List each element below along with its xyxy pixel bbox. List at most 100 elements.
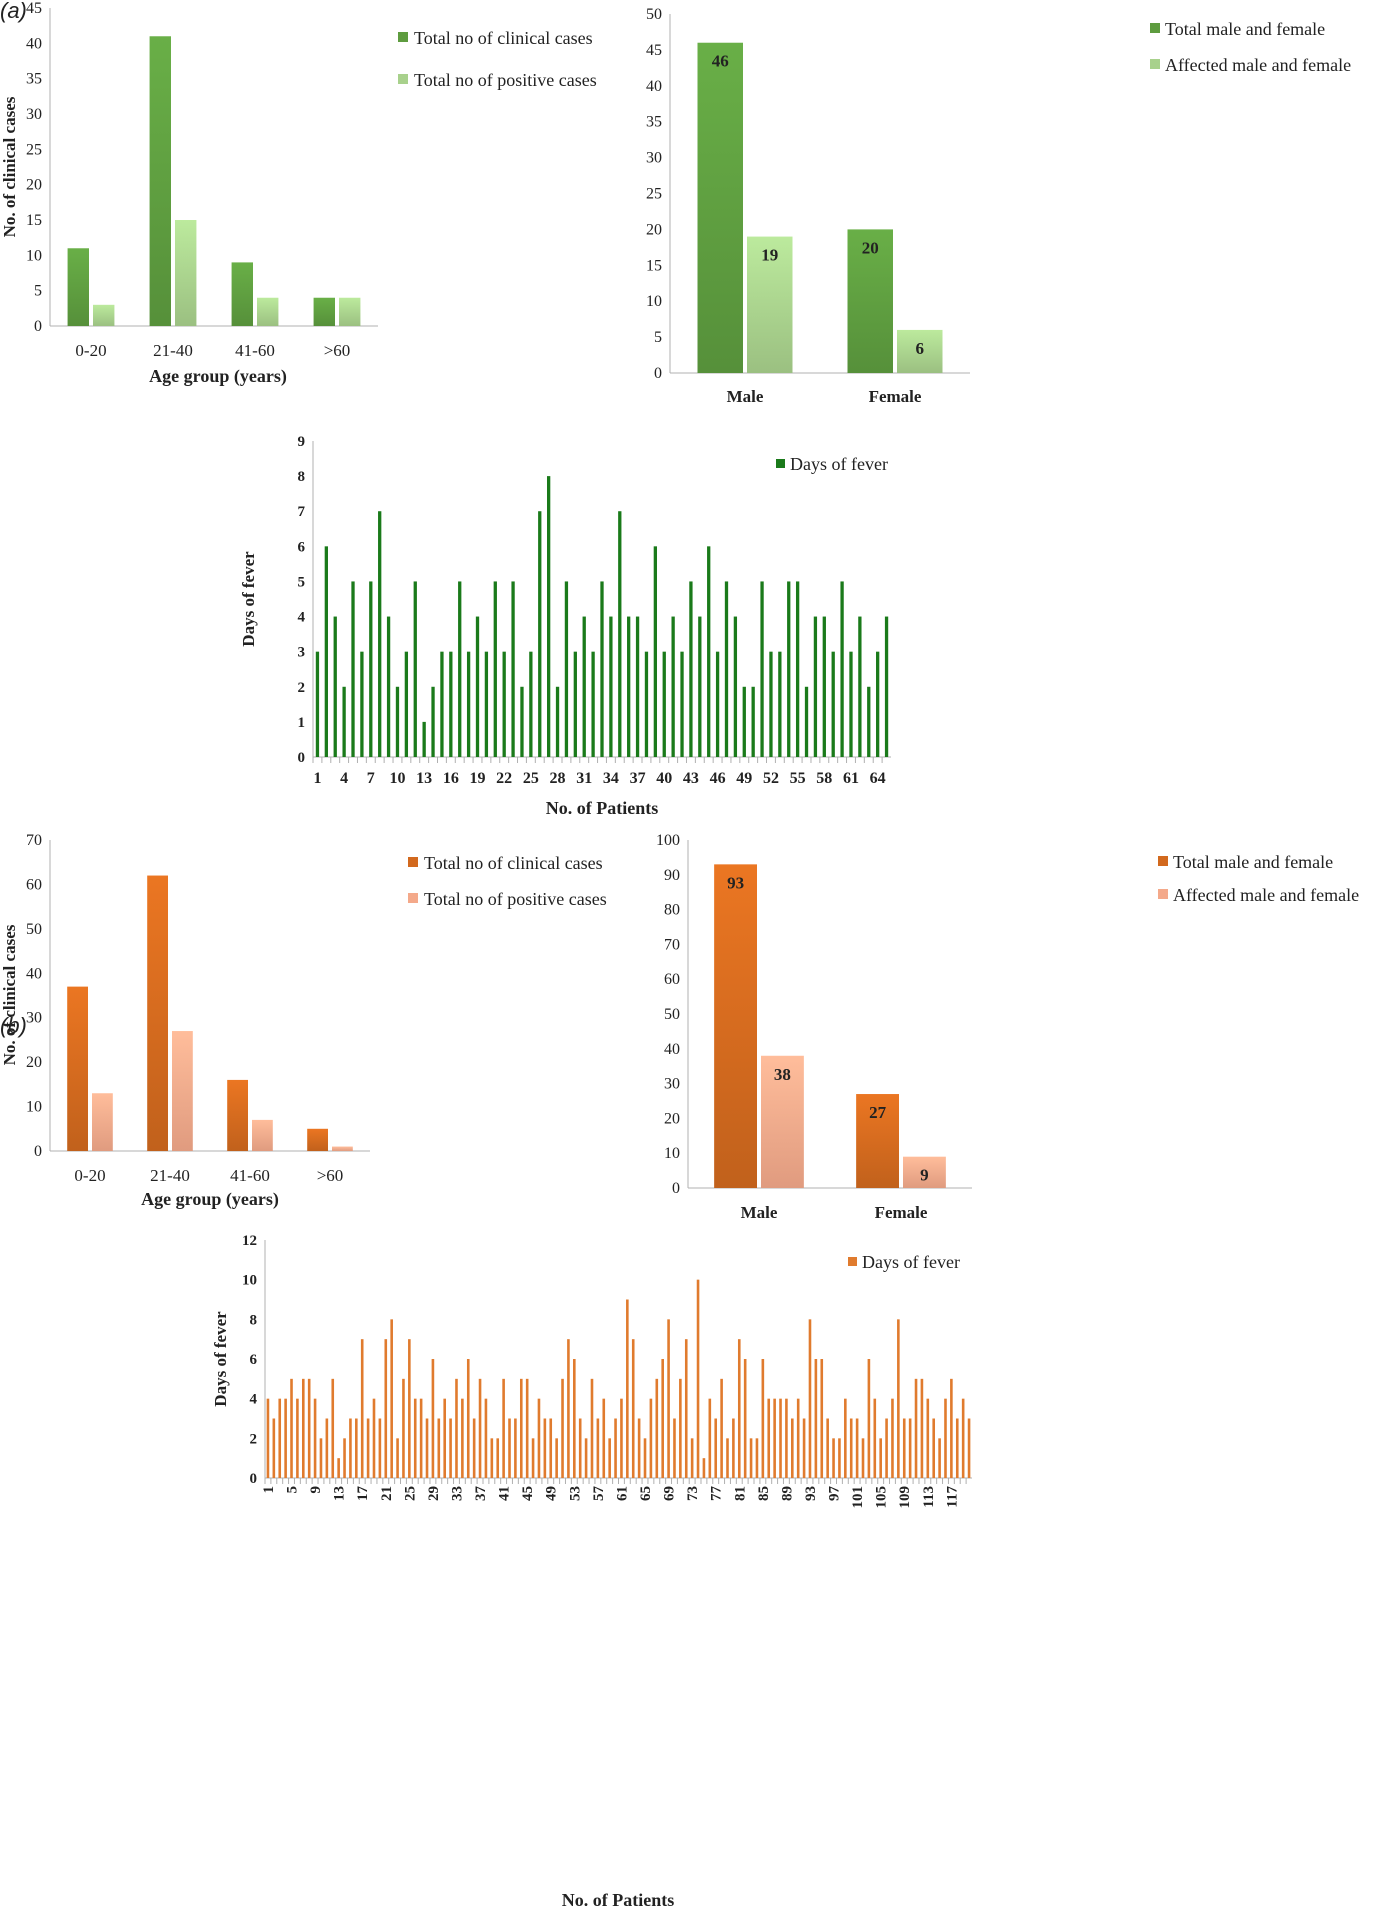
fever-bar [278, 1398, 282, 1478]
fever-bar [684, 1339, 688, 1478]
y-tick-label: 0 [250, 1471, 258, 1487]
fever-bar [737, 1339, 741, 1478]
legend-label: Total no of clinical cases [414, 28, 593, 48]
fever-bar [449, 1418, 452, 1478]
fever-bar [337, 1458, 340, 1478]
x-tick-label: 49 [736, 770, 752, 787]
fever-bar [849, 1418, 853, 1478]
y-tick-label: 8 [298, 469, 306, 485]
fever-bar [808, 1319, 812, 1478]
fever-bar [891, 1398, 894, 1478]
x-tick-label: 1 [261, 1486, 277, 1494]
bar-0-20-0 [67, 986, 88, 1151]
x-tick-label: 64 [870, 770, 886, 787]
fever-bar [732, 1418, 735, 1478]
bar-41-60-1 [257, 297, 279, 326]
y-tick-label: 35 [26, 71, 42, 88]
fever-bar [751, 686, 755, 757]
fever-bar [773, 1398, 776, 1478]
chart-a-sex: 0 5 10 15 20 25 30 35 40 45 50 Male 46 19 Female 20 6 Tot… [646, 6, 1351, 406]
fever-bar [838, 1438, 841, 1478]
fever-bar [493, 581, 497, 757]
x-axis-label: Age group (years) [141, 1189, 279, 1210]
fever-bar [926, 1398, 930, 1478]
y-tick-label: 20 [26, 177, 42, 194]
fever-bar [858, 616, 862, 757]
y-tick-label: 80 [664, 902, 680, 919]
fever-bar [831, 651, 835, 757]
fever-bar [519, 1378, 523, 1478]
y-tick-label: 35 [646, 114, 662, 131]
fever-bar [369, 581, 373, 757]
legend-label: Affected male and female [1165, 55, 1351, 75]
x-tick-label: 31 [576, 770, 592, 787]
fever-bar [902, 1418, 906, 1478]
y-tick-label: 7 [298, 504, 306, 520]
legend-swatch [848, 1257, 857, 1266]
fever-bar [708, 1398, 712, 1478]
x-axis-label: No. of Patients [562, 1890, 674, 1910]
fever-bar [938, 1438, 941, 1478]
fever-bar [867, 1359, 871, 1478]
panel-a-label: (a) [0, 0, 27, 23]
x-category-label: Female [875, 1203, 928, 1222]
fever-bar [861, 1438, 865, 1478]
fever-bar [885, 1418, 888, 1478]
legend-swatch [398, 74, 408, 84]
y-tick-label: 50 [664, 1006, 680, 1023]
y-tick-label: 0 [672, 1180, 680, 1197]
fever-bar [573, 651, 577, 757]
x-tick-label: 41 [497, 1486, 513, 1501]
y-tick-label: 30 [26, 1010, 42, 1027]
fever-bar [944, 1398, 947, 1478]
y-axis-label: Days of fever [211, 1311, 230, 1407]
y-tick-label: 40 [26, 965, 42, 982]
bar-Male-1 [761, 1055, 804, 1188]
bar->60-0 [313, 297, 335, 326]
x-tick-label: 89 [779, 1486, 795, 1501]
bar-Male-0 [714, 864, 757, 1188]
x-tick-label: 81 [732, 1486, 748, 1501]
chart-b-age-group: 0 10 20 30 40 50 60 70 No. of clinical cases Age … [0, 832, 607, 1210]
fever-bar [372, 1398, 376, 1478]
x-tick-label: 34 [603, 770, 619, 787]
fever-bar [408, 1339, 411, 1478]
bar-41-60-1 [252, 1119, 273, 1151]
bar-0-20-0 [67, 248, 89, 326]
y-tick-label: 30 [646, 150, 662, 167]
x-tick-label: 25 [402, 1486, 418, 1501]
y-tick-label: 30 [26, 106, 42, 123]
fever-bar [419, 1398, 423, 1478]
fever-bar [855, 1418, 859, 1478]
fever-bar [266, 1398, 270, 1478]
fever-bar [531, 1438, 535, 1478]
x-category-label: 41-60 [230, 1166, 270, 1185]
fever-bar [961, 1398, 965, 1478]
data-label: 46 [712, 52, 729, 71]
legend-swatch [408, 893, 418, 903]
fever-bar [832, 1438, 835, 1478]
y-tick-label: 60 [26, 876, 42, 893]
fever-bar [698, 616, 702, 757]
y-tick-label: 8 [250, 1312, 258, 1328]
fever-bar [779, 1398, 782, 1478]
y-tick-label: 100 [656, 832, 680, 849]
y-tick-label: 40 [646, 78, 662, 95]
x-tick-label: 13 [416, 770, 432, 787]
fever-bar [561, 1378, 564, 1478]
y-tick-label: 0 [34, 318, 42, 335]
x-tick-label: 69 [662, 1486, 678, 1501]
x-tick-label: 25 [523, 770, 539, 787]
fever-bar [667, 1319, 670, 1478]
x-category-label: Male [741, 1203, 778, 1222]
x-tick-label: 37 [630, 770, 646, 787]
fever-bar [355, 1418, 358, 1478]
y-tick-label: 10 [26, 247, 42, 264]
x-category-label: Female [869, 387, 922, 406]
fever-bar [440, 651, 444, 757]
fever-bar [378, 511, 382, 757]
x-tick-label: 105 [874, 1486, 890, 1509]
x-tick-label: 28 [550, 770, 566, 787]
fever-bar [567, 1339, 570, 1478]
